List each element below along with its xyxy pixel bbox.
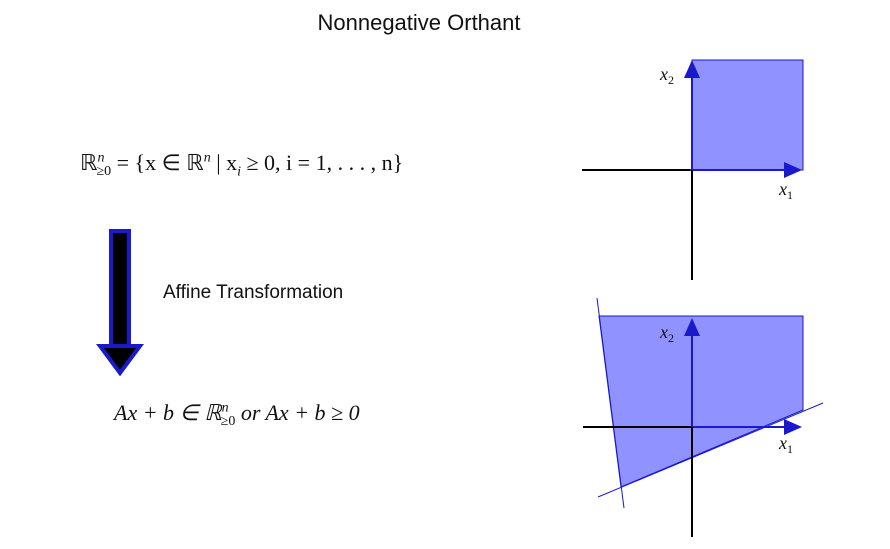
result-part1: Ax + b ∈ ℝ [114,400,222,425]
orthant-region [691,59,804,171]
affine-result: Ax + b ∈ ℝn≥0 or Ax + b ≥ 0 [114,400,360,430]
orthant-figure: x2 x1 [582,59,804,280]
top-x2-label: x2 [659,64,674,87]
top-x1-label: x1 [778,179,793,202]
result-part2: or Ax + b ≥ 0 [235,400,360,425]
transformed-region [598,315,804,488]
def-rhs-sub: i [237,164,241,180]
boundary-line-left [596,297,625,509]
down-arrow-icon [96,229,144,377]
result-sub: ≥0 [220,414,236,430]
result-sup: n [221,400,229,416]
def-lhs-sup: n [97,150,105,166]
def-lhs: ℝ [80,150,98,175]
def-rhs: = {x ∈ ℝ [116,150,204,175]
slide-title: Nonnegative Orthant [317,10,521,35]
def-rhs-tail: ≥ 0, i = 1, . . . , n} [240,150,404,175]
def-lhs-sub: ≥0 [96,164,112,180]
transformed-figure: x2 x1 [583,297,824,537]
boundary-line-bottom [597,402,824,498]
affine-transformation-label: Affine Transformation [163,282,344,303]
bottom-x2-label: x2 [659,322,674,345]
bottom-x1-label: x1 [778,433,793,456]
def-rhs-sup: n [203,150,211,166]
def-rhs-rest: | x [210,150,238,175]
orthant-definition: ℝn≥0 = {x ∈ ℝn | xi ≥ 0, i = 1, . . . , … [80,150,403,180]
